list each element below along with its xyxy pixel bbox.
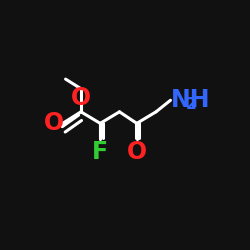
Text: NH: NH	[170, 88, 210, 112]
Text: O: O	[71, 86, 91, 110]
Text: O: O	[44, 111, 64, 135]
Text: F: F	[92, 140, 108, 164]
Text: 2: 2	[186, 96, 196, 112]
Text: O: O	[127, 140, 147, 164]
